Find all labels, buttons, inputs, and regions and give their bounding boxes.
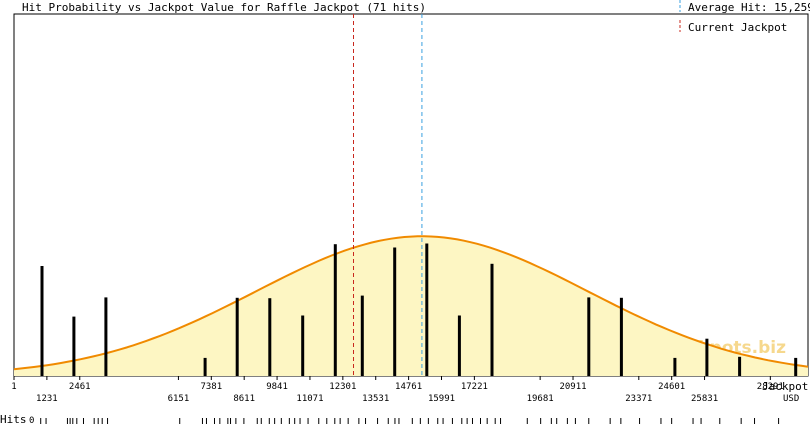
x-tick-label: 7381 [200, 382, 222, 392]
x-tick-label: 1231 [36, 394, 58, 404]
x-tick-label: 20911 [559, 382, 586, 392]
bar [794, 357, 798, 376]
bar [72, 316, 76, 376]
bar [738, 356, 742, 376]
bar [360, 295, 364, 376]
x-tick-label: 1 [11, 382, 16, 392]
hits-rug [40, 418, 780, 424]
curve-fill [14, 236, 808, 376]
hit-bars [40, 243, 798, 376]
bar [705, 338, 709, 376]
bar [268, 298, 272, 376]
x-axis-unit: USD [783, 394, 799, 404]
legend: Average Hit: 15,259 Current Jackpot [679, 0, 810, 34]
x-tick-label: 25831 [691, 394, 718, 404]
bar [333, 244, 337, 376]
curve-line [13, 235, 809, 371]
bar [490, 263, 494, 376]
chart-title: Hit Probability vs Jackpot Value for Raf… [22, 1, 426, 14]
hits-axis-zero: 0 [29, 416, 34, 425]
x-tick-label: 14761 [395, 382, 422, 392]
marker-lines [353, 14, 423, 376]
bar [457, 315, 461, 376]
bar [393, 247, 397, 376]
bar [673, 357, 677, 376]
legend-current-label: Current Jackpot [688, 21, 787, 34]
x-tick-label: 19681 [527, 394, 554, 404]
bar [425, 243, 429, 376]
x-tick-label: 8611 [233, 394, 255, 404]
bar [301, 315, 305, 376]
x-tick-label: 12301 [329, 382, 356, 392]
distribution-curve [13, 235, 809, 376]
bar [203, 357, 207, 376]
x-tick-label: 15991 [428, 394, 455, 404]
x-tick-label: 23371 [625, 394, 652, 404]
bar [104, 297, 108, 376]
bar [587, 297, 591, 376]
x-tick-label: 11071 [296, 394, 323, 404]
x-axis: 1 2461 7381 9841 12301 14761 17221 20911 24601 28… [11, 376, 784, 404]
x-tick-label: 17221 [461, 382, 488, 392]
x-axis-label: Jackpot, [762, 380, 810, 393]
x-tick-label: 24601 [658, 382, 685, 392]
x-tick-label: 2461 [69, 382, 91, 392]
bar [619, 297, 623, 376]
x-tick-label: 9841 [266, 382, 288, 392]
x-tick-label: 6151 [168, 394, 190, 404]
hits-label: Hits [0, 413, 27, 425]
x-tick-label: 28291 [757, 382, 784, 392]
legend-average-label: Average Hit: 15,259 [688, 1, 810, 14]
x-tick-label: 13531 [362, 394, 389, 404]
bar [40, 266, 44, 376]
bar [235, 297, 239, 376]
